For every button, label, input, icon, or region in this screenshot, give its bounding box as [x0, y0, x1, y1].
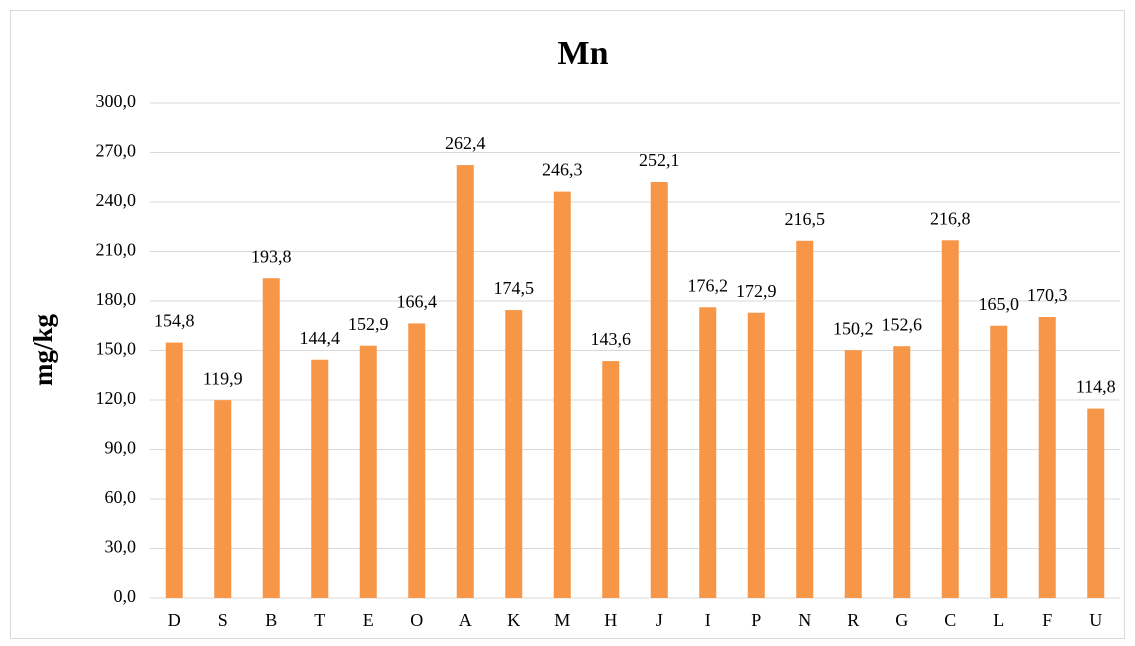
bar [262, 278, 280, 598]
data-label: 154,8 [154, 311, 195, 331]
x-tick-label: N [798, 610, 811, 630]
bar [699, 307, 717, 598]
bar [505, 310, 523, 598]
x-tick-label: L [993, 610, 1004, 630]
bar [456, 165, 474, 599]
x-tick-label: F [1042, 610, 1052, 630]
data-label: 216,5 [785, 209, 826, 229]
bar [796, 240, 814, 598]
x-tick-label: A [459, 610, 472, 630]
data-label: 262,4 [445, 133, 486, 153]
data-label: 166,4 [397, 292, 438, 312]
bar [359, 345, 377, 598]
data-label: 119,9 [203, 368, 243, 388]
data-label: 193,8 [251, 246, 292, 266]
y-tick-label: 300,0 [96, 91, 137, 111]
x-tick-label: J [656, 610, 663, 630]
data-label: 150,2 [833, 318, 874, 338]
y-tick-label: 30,0 [105, 537, 137, 557]
bar [1038, 317, 1056, 598]
chart-title: Mn [558, 35, 609, 72]
x-tick-label: B [265, 610, 277, 630]
y-tick-label: 0,0 [114, 586, 137, 606]
y-tick-label: 180,0 [96, 289, 137, 309]
data-label: 143,6 [591, 329, 632, 349]
x-tick-label: U [1089, 610, 1102, 630]
y-tick-label: 210,0 [96, 240, 137, 260]
y-tick-label: 270,0 [96, 141, 137, 161]
y-axis-label: mg/kg [28, 313, 58, 386]
data-label: 144,4 [300, 328, 341, 348]
x-tick-label: P [751, 610, 761, 630]
data-label: 152,6 [882, 314, 923, 334]
x-tick-label: G [895, 610, 908, 630]
bar [844, 350, 862, 598]
bar [602, 361, 620, 598]
data-label: 216,8 [930, 208, 971, 228]
bar [214, 400, 232, 598]
bar [747, 312, 765, 598]
data-label: 165,0 [979, 294, 1020, 314]
data-label: 176,2 [688, 275, 729, 295]
x-tick-label: E [363, 610, 374, 630]
data-label: 170,3 [1027, 285, 1068, 305]
bar [165, 342, 183, 598]
data-label: 172,9 [736, 281, 777, 301]
x-tick-label: M [554, 610, 570, 630]
bar [941, 240, 959, 598]
x-tick-label: T [314, 610, 325, 630]
x-tick-label: D [168, 610, 181, 630]
data-label: 114,8 [1076, 377, 1116, 397]
y-tick-label: 150,0 [96, 339, 137, 359]
bar [311, 359, 329, 598]
bar [408, 323, 426, 598]
bar [893, 346, 911, 598]
y-tick-label: 240,0 [96, 190, 137, 210]
bar [990, 325, 1008, 598]
y-tick-label: 90,0 [105, 438, 137, 458]
data-label: 246,3 [542, 160, 583, 180]
y-tick-label: 120,0 [96, 388, 137, 408]
y-tick-label: 60,0 [105, 487, 137, 507]
x-tick-label: S [218, 610, 228, 630]
data-label: 252,1 [639, 150, 680, 170]
bar [1087, 408, 1105, 598]
x-tick-label: R [847, 610, 859, 630]
x-tick-label: O [410, 610, 423, 630]
bar [650, 182, 668, 598]
x-tick-label: K [507, 610, 520, 630]
bar [553, 191, 571, 599]
data-label: 174,5 [494, 278, 535, 298]
x-tick-label: I [705, 610, 711, 630]
x-tick-label: C [944, 610, 956, 630]
x-tick-label: H [604, 610, 617, 630]
data-label: 152,9 [348, 314, 389, 334]
